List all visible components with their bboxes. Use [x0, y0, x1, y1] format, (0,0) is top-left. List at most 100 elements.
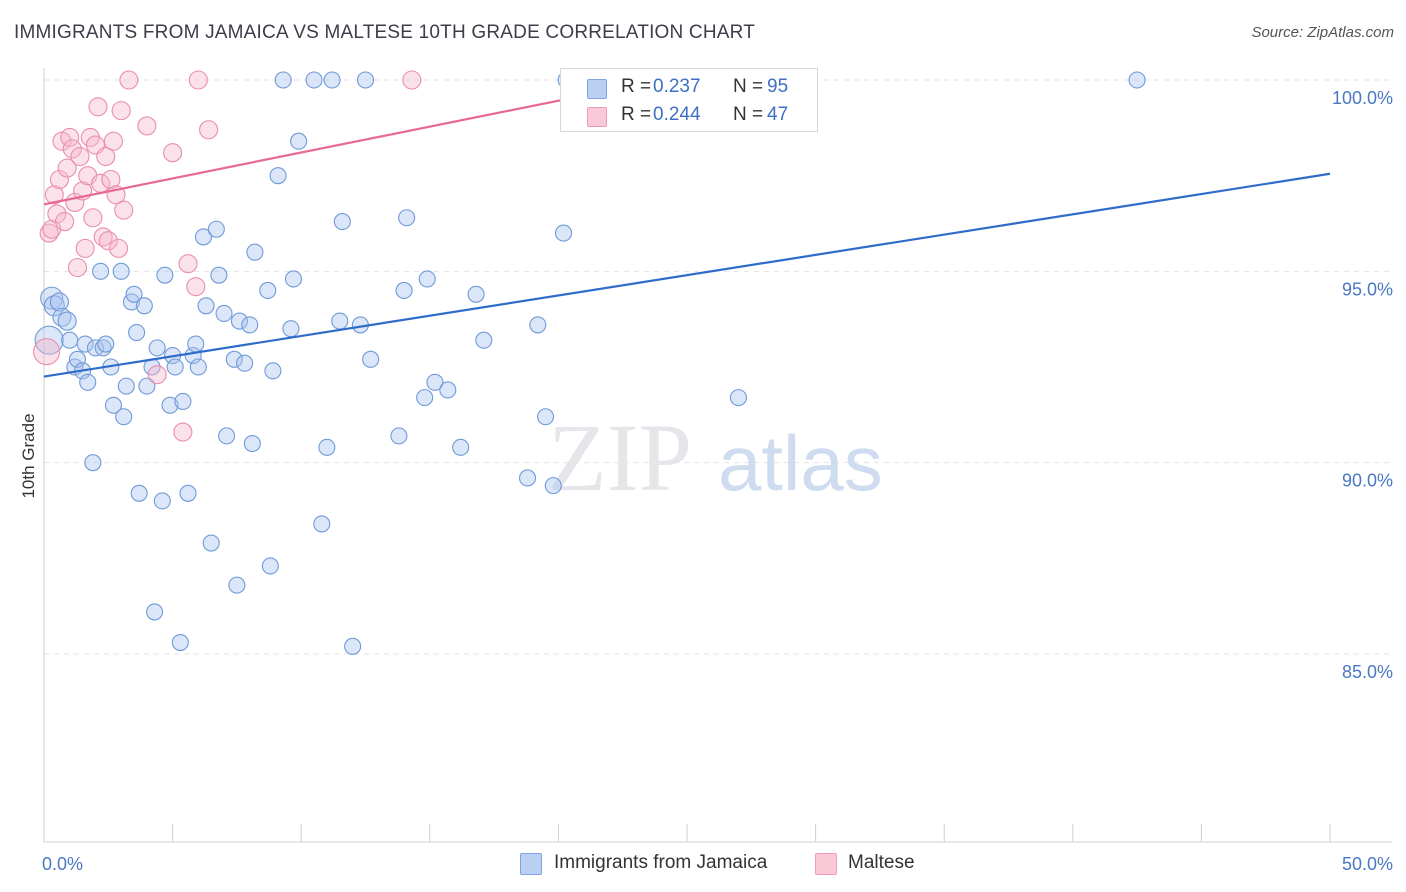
maltese-point-37: [186, 277, 206, 297]
jamaica-point-19: [112, 262, 130, 280]
maltese-point-23: [96, 146, 116, 167]
maltese-point-0: [33, 338, 61, 366]
watermark: ZIP atlas: [548, 404, 883, 511]
legend-n-value: 47: [767, 104, 789, 125]
legend-swatch-jamaica: [587, 79, 607, 99]
jamaica-point-55: [246, 243, 264, 261]
bottom-legend-swatch-maltese: [815, 853, 837, 875]
watermark-atlas: atlas: [718, 419, 883, 507]
jamaica-point-12: [84, 454, 102, 472]
jamaica-point-42: [194, 228, 213, 246]
jamaica-point-84: [518, 469, 537, 487]
jamaica-point-29: [146, 603, 164, 621]
maltese-point-8: [57, 158, 77, 178]
jamaica-point-36: [171, 633, 189, 652]
jamaica-point-44: [202, 534, 220, 552]
jamaica-point-21: [117, 377, 135, 395]
jamaica-point-58: [264, 362, 282, 380]
jamaica-point-81: [452, 438, 470, 456]
jamaica-point-83: [475, 331, 493, 349]
jamaica-point-27: [138, 377, 156, 395]
trend-lines: [43, 78, 1331, 378]
jamaica-point-61: [282, 320, 300, 338]
y-tick-label-3: 85.0%: [1342, 662, 1393, 682]
maltese-point-9: [60, 127, 80, 147]
jamaica-point-52: [236, 354, 254, 372]
legend-r-value: 0.244: [653, 104, 701, 125]
maltese-point-13: [70, 146, 90, 167]
legend-swatch-maltese: [587, 107, 607, 127]
y-tick-label-1: 95.0%: [1342, 279, 1393, 299]
jamaica-point-48: [218, 427, 236, 445]
jamaica-point-43: [197, 297, 215, 315]
jamaica-point-80: [439, 381, 457, 399]
jamaica-point-33: [161, 396, 179, 414]
jamaica-point-88: [554, 224, 573, 242]
jamaica-point-57: [261, 557, 279, 575]
jamaica-point-47: [215, 304, 233, 322]
jamaica-point-4: [52, 307, 72, 327]
jamaica-point-23: [125, 285, 143, 303]
maltese-point-22: [93, 227, 113, 247]
jamaica-point-72: [356, 71, 375, 89]
y-axis-title: 10th Grade: [19, 413, 38, 498]
jamaica-point-51: [230, 312, 249, 330]
series-maltese-points: [33, 70, 422, 442]
jamaica-point-18: [104, 396, 122, 414]
x-tick-label-0: 0.0%: [42, 854, 83, 874]
jamaica-point-66: [318, 438, 336, 456]
jamaica-point-46: [210, 266, 228, 284]
maltese-point-20: [88, 97, 108, 117]
jamaica-point-64: [305, 71, 323, 89]
jamaica-point-86: [536, 408, 555, 426]
legend-n-value: 95: [767, 76, 789, 97]
x-tick-labels: 0.0% 50.0%: [42, 854, 1393, 874]
maltese-point-36: [178, 254, 198, 274]
jamaica-point-63: [290, 132, 308, 150]
jamaica-point-62: [284, 270, 303, 288]
source-label: Source: ZipAtlas.com: [1251, 24, 1394, 41]
y-tick-labels: 100.0% 95.0% 90.0% 85.0%: [1332, 88, 1393, 682]
x-tick-label-1: 50.0%: [1342, 854, 1393, 874]
legend-r-label: R =: [621, 76, 652, 97]
legend-n-label: N =: [733, 104, 764, 125]
jamaica-point-26: [135, 297, 153, 315]
legend-row-jamaica: R = 0.237 N = 95: [561, 73, 817, 101]
jamaica-point-76: [398, 209, 416, 227]
jamaica-point-65: [313, 515, 331, 533]
jamaica-point-67: [323, 71, 341, 89]
legend-r-value: 0.237: [653, 76, 701, 97]
maltese-point-4: [47, 204, 67, 224]
jamaica-point-16: [97, 335, 115, 353]
jamaica-point-37: [174, 392, 192, 410]
bottom-legend-label-jamaica: Immigrants from Jamaica: [554, 852, 768, 873]
jamaica-point-92: [1128, 71, 1146, 89]
maltese-point-32: [137, 116, 157, 136]
maltese-point-31: [119, 70, 139, 90]
maltese-point-34: [163, 143, 183, 163]
jamaica-point-38: [179, 484, 197, 502]
jamaica-point-31: [153, 492, 171, 510]
maltese-point-30: [114, 200, 134, 220]
maltese-point-3: [44, 185, 64, 205]
jamaica-point-69: [333, 213, 351, 231]
chart-title: IMMIGRANTS FROM JAMAICA VS MALTESE 10TH …: [14, 22, 756, 43]
watermark-zip: ZIP: [548, 404, 692, 511]
legend-n-label: N =: [733, 76, 764, 97]
legend-r-label: R =: [621, 104, 652, 125]
legend-stats: R = 0.237 N = 95 R = 0.244 N = 47: [560, 68, 818, 132]
jamaica-point-68: [331, 312, 349, 330]
trend-line-jamaica: [43, 172, 1331, 378]
jamaica-point-45: [207, 220, 225, 238]
jamaica-point-53: [241, 316, 259, 334]
jamaica-point-24: [128, 324, 146, 342]
maltese-point-40: [402, 70, 422, 90]
y-tick-label-2: 90.0%: [1342, 471, 1393, 491]
jamaica-point-5: [57, 311, 77, 331]
jamaica-point-60: [274, 71, 292, 89]
maltese-point-35: [173, 422, 193, 442]
jamaica-point-3: [49, 292, 69, 312]
series-jamaica-points: [34, 71, 1146, 655]
jamaica-point-79: [426, 373, 444, 391]
